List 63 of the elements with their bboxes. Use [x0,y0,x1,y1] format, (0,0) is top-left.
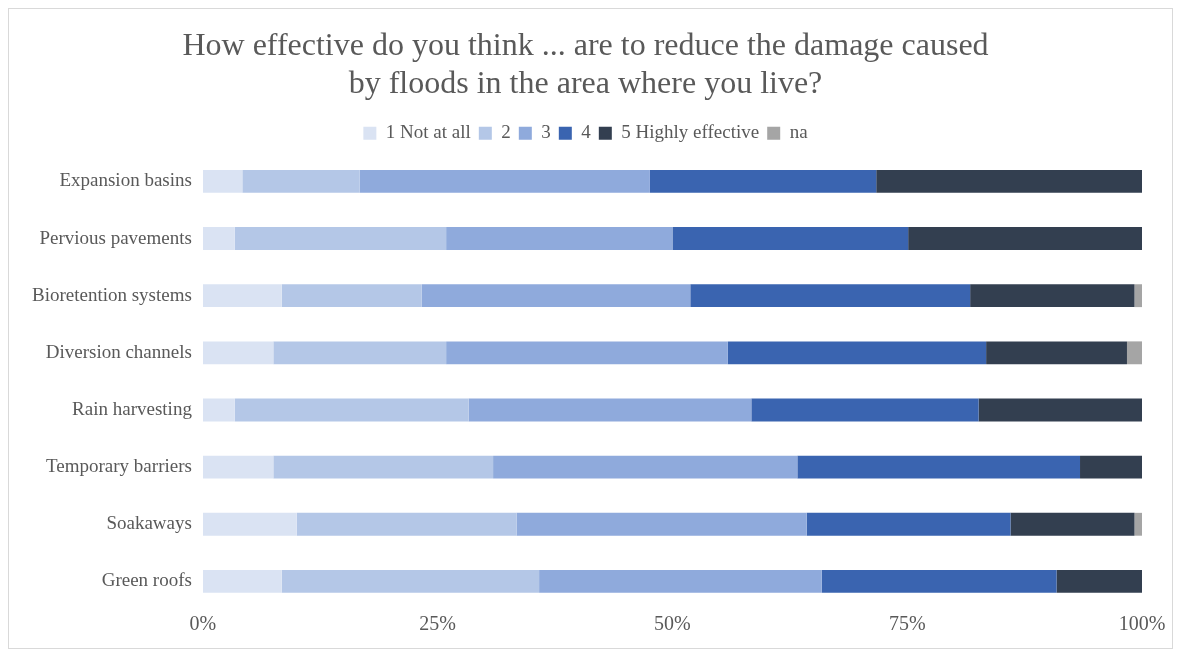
bar [468,398,752,422]
chart-title: How effective do you think ... are to reduce the damage caused by floods in the area where you live? [182,25,989,101]
bar [1134,512,1142,536]
bar [986,341,1127,365]
bar [446,227,673,250]
bar [727,341,987,365]
x-tick-label: 0% [189,612,217,635]
bar [649,169,877,193]
bar [672,227,909,250]
bar [821,570,1057,593]
y-tick-label: Pervious pavements [39,226,192,248]
bar [908,227,1142,250]
legend-label: na [789,121,809,143]
bar [202,284,282,308]
bar [202,169,243,193]
x-tick-label: 25% [419,612,457,635]
bar [202,570,282,593]
bar [690,284,971,308]
bar [797,455,1081,479]
bar [273,341,447,365]
bar [296,512,517,536]
bar [876,169,1142,193]
bar [234,398,469,422]
legend-label: 4 [581,121,592,143]
legend-label: 3 [541,121,551,143]
bar [242,169,360,193]
bar [1134,284,1142,308]
x-tick-label: 100% [1118,612,1166,635]
bar [493,455,798,479]
bar [446,341,728,365]
y-tick-label: Temporary barriers [46,455,192,477]
bar [273,455,494,479]
bar [234,227,447,250]
bar [359,169,650,193]
bar [1080,455,1142,479]
bar [281,284,422,308]
y-tick-label: Rain harvesting [72,397,193,419]
bar [1056,570,1142,593]
bar [1126,341,1142,365]
y-tick-label: Soakaways [106,512,192,534]
bar [978,398,1142,422]
y-tick-label: Diversion channels [45,340,192,362]
bar [202,455,274,479]
bar [202,512,297,536]
x-tick-label: 75% [888,612,926,635]
bar [281,570,540,593]
bar [1010,512,1135,536]
bar [751,398,979,422]
legend-label: 5 Highly effective [621,121,760,143]
y-tick-label: Green roofs [101,569,192,591]
legend-label: 2 [501,121,511,143]
bar [202,341,274,365]
y-tick-label: Bioretention systems [32,283,192,305]
legend-label: 1 Not at all [385,121,471,143]
bar [421,284,691,308]
bar [202,398,235,422]
bar [539,570,822,593]
bar [516,512,807,536]
bar [202,227,235,250]
bar [970,284,1135,308]
bar [806,512,1011,536]
y-tick-label: Expansion basins [59,169,192,191]
x-tick-label: 50% [654,612,691,635]
